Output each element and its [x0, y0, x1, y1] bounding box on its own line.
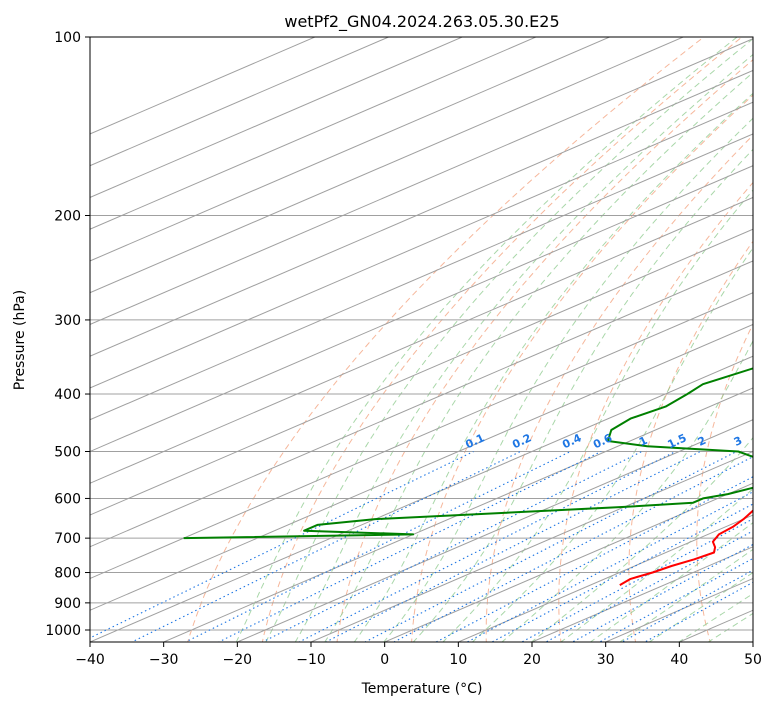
mixing-ratio-line: [643, 581, 753, 642]
mixing-ratio-line: [620, 569, 753, 642]
x-tick-label: −10: [296, 652, 326, 668]
isotherm: [90, 37, 538, 230]
y-tick-label: 100: [54, 30, 81, 46]
isotherm: [530, 546, 753, 642]
x-tick-label: −20: [223, 652, 253, 668]
y-tick-label: 900: [54, 596, 81, 612]
isotherm: [90, 133, 753, 421]
dry-adiabat: [696, 323, 753, 642]
y-axis: 100 200 300 400 500 600 700 800 900 1000: [45, 30, 90, 639]
isotherm: [383, 482, 753, 642]
moist-adiabat: [589, 521, 753, 642]
mixing-ratio-line: [598, 557, 753, 642]
isotherm: [90, 260, 753, 548]
y-tick-label: 200: [54, 209, 81, 225]
moist-adiabat: [353, 92, 753, 642]
mixing-ratio-line: [571, 543, 753, 642]
mixing-ratio-line: [324, 451, 701, 642]
x-tick-label: 0: [380, 652, 389, 668]
moist-adiabat: [412, 148, 753, 642]
isotherm: [90, 292, 753, 580]
moist-adiabat: [619, 548, 753, 642]
isotherm: [90, 37, 611, 262]
isotherm: [90, 37, 390, 167]
isotherm: [90, 69, 753, 357]
x-axis: −40 −30 −20 −10 0 10 20 30 40 50: [75, 642, 762, 668]
y-axis-label: Pressure (hPa): [12, 290, 28, 390]
x-tick-label: −30: [149, 652, 179, 668]
y-tick-label: 800: [54, 566, 81, 582]
isotherm: [457, 514, 753, 642]
isotherm: [90, 196, 753, 484]
moist-adiabat: [501, 339, 753, 642]
isotherm: [90, 38, 753, 326]
isotherm: [90, 228, 753, 516]
y-tick-label: 300: [54, 313, 81, 329]
dewpoint-profile: [183, 367, 753, 540]
dry-adiabat: [558, 181, 753, 642]
background-lines: [90, 24, 775, 655]
dry-adiabat: [628, 240, 753, 642]
dry-adiabat: [763, 24, 775, 655]
moist-adiabat: [324, 71, 753, 642]
isotherm: [236, 419, 753, 642]
plot-frame: [89, 36, 754, 643]
moist-adiabat: [265, 38, 753, 642]
plot-background: [90, 37, 753, 642]
dry-adiabat: [336, 59, 753, 642]
y-tick-label: 700: [54, 531, 81, 547]
dry-adiabat: [187, 37, 705, 642]
x-tick-label: 30: [597, 652, 615, 668]
moist-adiabat: [294, 53, 753, 642]
x-tick-label: 10: [449, 652, 467, 668]
mixing-ratio-line: [261, 451, 643, 642]
y-tick-label: 1000: [45, 623, 81, 639]
isotherm: [309, 450, 753, 642]
isotherm: [162, 387, 753, 642]
isotherm: [90, 37, 464, 199]
profile-lines: [183, 367, 753, 586]
chart-title: wetPf2_GN04.2024.263.05.30.E25: [284, 12, 559, 32]
mixing-ratio-line: [184, 451, 571, 642]
mixing-ratio-line: [90, 451, 474, 639]
x-tick-label: 20: [523, 652, 541, 668]
mixing-ratio-line: [217, 451, 602, 642]
isotherm: [90, 355, 753, 642]
isotherm: [90, 165, 753, 453]
dry-adiabat: [411, 94, 753, 642]
mixing-ratio-line: [130, 451, 521, 642]
x-axis-label: Temperature (°C): [361, 681, 483, 697]
mixing-ratio-line: [435, 476, 753, 642]
moist-adiabat: [235, 37, 738, 642]
mixing-ratio-line: [466, 491, 753, 642]
isotherm: [90, 37, 317, 135]
mixing-ratio-line: [297, 451, 676, 642]
y-tick-label: 600: [54, 491, 81, 507]
x-tick-label: 50: [744, 652, 762, 668]
y-tick-label: 400: [54, 387, 81, 403]
x-tick-label: −40: [75, 652, 105, 668]
isotherm: [90, 37, 685, 294]
dry-adiabat: [261, 37, 743, 642]
y-tick-label: 500: [54, 444, 81, 460]
temperature-profile: [619, 509, 753, 586]
moist-adiabat: [383, 117, 753, 642]
isotherm: [90, 101, 753, 389]
isotherm: [90, 323, 753, 611]
x-tick-label: 40: [670, 652, 688, 668]
moist-adiabat: [648, 571, 753, 642]
